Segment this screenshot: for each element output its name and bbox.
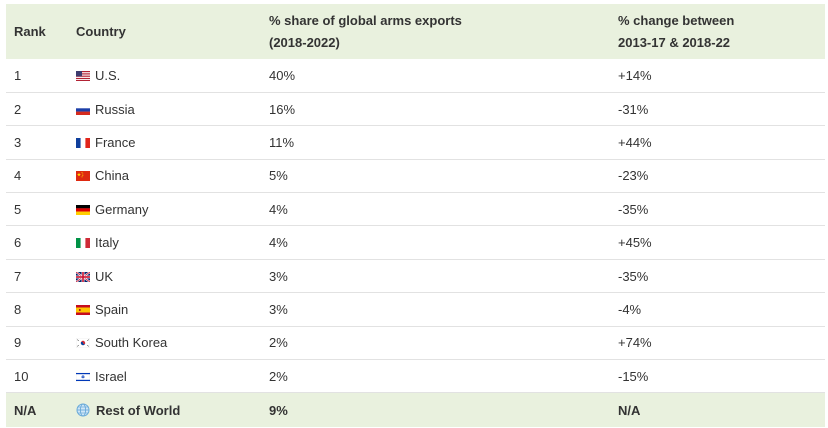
- cell-change: N/A: [618, 402, 641, 418]
- cell-change: +14%: [618, 67, 652, 83]
- arms-exports-table: Rank Country % share of global arms expo…: [6, 4, 825, 427]
- cell-share: 4%: [269, 201, 288, 217]
- country-name: Rest of World: [96, 402, 181, 418]
- cell-share: 3%: [269, 301, 288, 317]
- header-change-line1: % change between: [618, 12, 735, 28]
- header-share-line1: % share of global arms exports: [269, 12, 462, 28]
- cell-rank: 10: [14, 368, 29, 384]
- header-change: % change between 2013-17 & 2018-22: [610, 4, 825, 59]
- cell-rank: 7: [14, 268, 22, 284]
- country-name: South Korea: [95, 335, 168, 351]
- cell-share: 9%: [269, 402, 288, 418]
- cell-country: France: [68, 126, 261, 159]
- country-name: Italy: [95, 235, 119, 251]
- cell-rank: 9: [14, 335, 22, 351]
- cell-country: UK: [68, 259, 261, 292]
- country-name: China: [95, 168, 129, 184]
- country-name: Israel: [95, 368, 127, 384]
- header-change-line2: 2013-17 & 2018-22: [618, 34, 731, 50]
- country-name: UK: [95, 268, 114, 284]
- header-share: % share of global arms exports (2018-202…: [261, 4, 610, 59]
- us-flag-icon: [76, 70, 90, 81]
- cell-country: U.S.: [68, 59, 261, 92]
- spain-flag-icon: [76, 304, 90, 315]
- table-row: 10 Israel 2% -15%: [6, 360, 825, 393]
- table-row: 2 Russia 16% -31%: [6, 92, 825, 126]
- cell-rank: 4: [14, 168, 22, 184]
- uk-flag-icon: [76, 271, 90, 282]
- cell-share: 2%: [269, 368, 288, 384]
- table-row: 8 Spain 3% -4%: [6, 293, 825, 327]
- table-row-rest-of-world: N/A Rest of World 9% N/A: [6, 392, 825, 427]
- table-header-row: Rank Country % share of global arms expo…: [6, 4, 825, 59]
- cell-share: 16%: [269, 101, 296, 117]
- cell-rank: 2: [14, 101, 22, 117]
- table-row: 7 UK 3% -35%: [6, 259, 825, 293]
- cell-country: Spain: [68, 293, 261, 326]
- cell-change: -35%: [618, 268, 649, 284]
- table-row: 1 U.S. 40% +14%: [6, 59, 825, 93]
- cell-change: -15%: [618, 368, 649, 384]
- cell-share: 40%: [269, 67, 296, 83]
- italy-flag-icon: [76, 238, 90, 249]
- country-name: Russia: [95, 101, 135, 117]
- cell-change: +74%: [618, 335, 652, 351]
- globe-icon: [76, 403, 90, 417]
- header-rank: Rank: [14, 23, 46, 39]
- cell-country: Italy: [68, 226, 261, 259]
- cell-change: +45%: [618, 235, 652, 251]
- cell-rank: 8: [14, 301, 22, 317]
- cell-rank: 5: [14, 201, 22, 217]
- cell-country: Germany: [68, 193, 261, 226]
- france-flag-icon: [76, 137, 90, 148]
- cell-rank: 1: [14, 67, 22, 83]
- cell-country: South Korea: [68, 326, 261, 359]
- cell-change: -4%: [618, 301, 642, 317]
- cell-country: Rest of World: [68, 393, 261, 427]
- china-flag-icon: [76, 171, 90, 182]
- cell-change: -23%: [618, 168, 649, 184]
- country-name: France: [95, 134, 136, 150]
- cell-share: 4%: [269, 235, 288, 251]
- cell-share: 2%: [269, 335, 288, 351]
- cell-change: +44%: [618, 134, 652, 150]
- cell-change: -31%: [618, 101, 649, 117]
- cell-country: Russia: [68, 92, 261, 125]
- table-row: 9 South Korea 2% +74%: [6, 326, 825, 360]
- header-share-line2: (2018-2022): [269, 34, 340, 50]
- cell-share: 5%: [269, 168, 288, 184]
- country-name: U.S.: [95, 67, 121, 83]
- table-row: 5 Germany 4% -35%: [6, 193, 825, 226]
- cell-rank: N/A: [14, 402, 37, 418]
- table-row: 3 France 11% +44%: [6, 126, 825, 160]
- table-row: 4 China 5% -23%: [6, 159, 825, 193]
- israel-flag-icon: [76, 371, 90, 382]
- russia-flag-icon: [76, 104, 90, 115]
- arms-exports-table-container: Rank Country % share of global arms expo…: [6, 4, 825, 427]
- germany-flag-icon: [76, 204, 90, 215]
- cell-rank: 6: [14, 235, 22, 251]
- table-row: 6 Italy 4% +45%: [6, 226, 825, 260]
- country-name: Spain: [95, 301, 129, 317]
- cell-rank: 3: [14, 134, 22, 150]
- header-country: Country: [76, 23, 126, 39]
- country-name: Germany: [95, 201, 149, 217]
- cell-share: 3%: [269, 268, 288, 284]
- cell-share: 11%: [269, 134, 295, 150]
- cell-change: -35%: [618, 201, 649, 217]
- south-korea-flag-icon: [76, 338, 90, 349]
- cell-country: Israel: [68, 360, 261, 393]
- cell-country: China: [68, 159, 261, 192]
